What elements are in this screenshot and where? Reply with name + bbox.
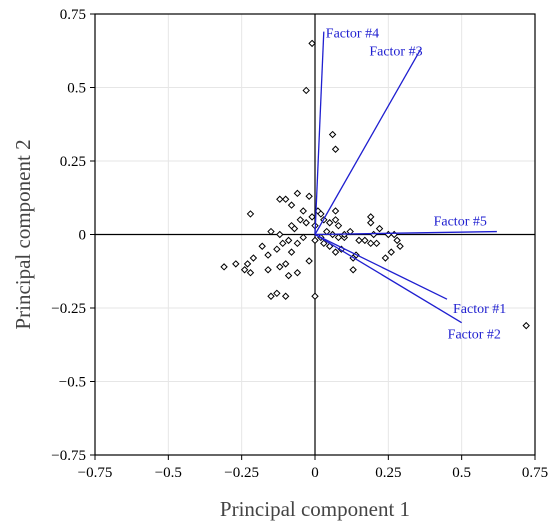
data-point bbox=[372, 239, 381, 248]
data-point bbox=[361, 236, 369, 245]
data-point bbox=[355, 236, 363, 245]
data-point bbox=[328, 130, 337, 139]
factor-vector bbox=[314, 230, 497, 236]
data-point bbox=[384, 230, 393, 239]
data-point bbox=[390, 230, 398, 239]
y-tick-label: 0 bbox=[79, 228, 87, 244]
data-point bbox=[302, 86, 310, 95]
data-point bbox=[308, 213, 316, 221]
x-axis-title: Principal component 1 bbox=[220, 497, 410, 521]
data-point bbox=[311, 292, 319, 300]
data-point bbox=[396, 242, 404, 250]
data-point bbox=[267, 292, 275, 300]
x-tick-label: 0.25 bbox=[375, 465, 401, 481]
data-point bbox=[367, 213, 375, 221]
y-tick-label: −0.5 bbox=[59, 375, 86, 391]
data-point bbox=[249, 254, 258, 262]
data-point bbox=[273, 245, 281, 253]
x-tick-label: −0.75 bbox=[78, 465, 113, 481]
y-tick-label: −0.25 bbox=[51, 301, 86, 317]
data-point bbox=[393, 236, 401, 245]
data-point bbox=[305, 257, 313, 265]
data-point bbox=[293, 269, 302, 277]
factor-label: Factor #4 bbox=[326, 27, 379, 42]
data-point bbox=[293, 189, 302, 198]
tick-labels: −0.75 −0.5 −0.25 0 0.25 0.5 0.75 −0.75 −0.5 −0.25… bbox=[51, 7, 548, 481]
data-point bbox=[349, 266, 357, 274]
data-point bbox=[325, 219, 334, 227]
data-point bbox=[258, 242, 266, 250]
data-point bbox=[264, 251, 272, 259]
data-point bbox=[264, 266, 272, 274]
factor-label: Factor #3 bbox=[369, 44, 422, 59]
factor-label: Factor #2 bbox=[448, 328, 501, 343]
y-tick-label: 0.75 bbox=[60, 7, 86, 23]
data-point bbox=[367, 219, 375, 227]
data-point bbox=[287, 201, 296, 209]
data-point bbox=[273, 289, 281, 298]
data-point bbox=[299, 207, 307, 215]
data-point bbox=[281, 260, 290, 268]
factor-vector bbox=[314, 48, 422, 235]
y-tick-label: −0.75 bbox=[51, 448, 86, 464]
data-point bbox=[281, 292, 290, 300]
data-point bbox=[367, 239, 375, 248]
x-tick-label: 0.75 bbox=[522, 465, 548, 481]
data-point bbox=[284, 236, 293, 245]
factor-vector bbox=[314, 31, 325, 235]
data-point bbox=[240, 266, 249, 274]
axis-titles: Principal component 1 Principal componen… bbox=[11, 139, 410, 521]
data-point bbox=[284, 271, 293, 280]
data-point bbox=[331, 216, 340, 224]
data-point bbox=[287, 221, 296, 230]
y-tick-label: 0.5 bbox=[67, 81, 86, 97]
data-point bbox=[317, 210, 325, 218]
data-point bbox=[267, 227, 275, 236]
x-tick-label: 0.5 bbox=[452, 465, 471, 481]
data-point bbox=[276, 263, 284, 271]
factor-label: Factor #5 bbox=[434, 215, 487, 230]
data-point bbox=[279, 239, 287, 248]
data-point bbox=[243, 260, 252, 268]
data-point bbox=[302, 219, 310, 227]
data-point bbox=[387, 248, 395, 256]
x-tick-label: −0.25 bbox=[224, 465, 259, 481]
data-point bbox=[320, 239, 328, 248]
data-point bbox=[334, 233, 343, 242]
data-point bbox=[246, 210, 255, 218]
data-point bbox=[311, 236, 319, 245]
data-point bbox=[246, 269, 255, 277]
data-point bbox=[331, 248, 340, 256]
data-point bbox=[232, 260, 240, 268]
data-point bbox=[331, 207, 340, 215]
data-point bbox=[293, 239, 302, 248]
y-tick-label: 0.25 bbox=[60, 154, 86, 170]
data-point bbox=[369, 230, 378, 239]
data-point bbox=[375, 224, 384, 233]
data-point bbox=[381, 254, 390, 262]
data-point bbox=[276, 230, 284, 239]
plot-area: Factor #4 Factor #3 Factor #5 Factor #1 Fact… bbox=[90, 13, 536, 460]
factor-vector bbox=[314, 233, 463, 324]
data-point bbox=[305, 192, 313, 200]
data-point bbox=[276, 195, 284, 203]
data-point bbox=[522, 321, 530, 330]
data-point bbox=[334, 221, 343, 230]
data-point bbox=[287, 248, 296, 256]
data-point bbox=[299, 233, 307, 242]
data-point bbox=[220, 263, 228, 271]
x-tick-label: 0 bbox=[311, 465, 319, 481]
data-point bbox=[281, 195, 290, 203]
data-point bbox=[331, 145, 340, 153]
factor-label: Factor #1 bbox=[453, 302, 506, 317]
y-axis-title: Principal component 2 bbox=[11, 139, 35, 329]
factor-vector bbox=[314, 233, 448, 300]
data-point bbox=[296, 216, 305, 224]
data-point bbox=[308, 39, 316, 48]
x-tick-label: −0.5 bbox=[155, 465, 182, 481]
